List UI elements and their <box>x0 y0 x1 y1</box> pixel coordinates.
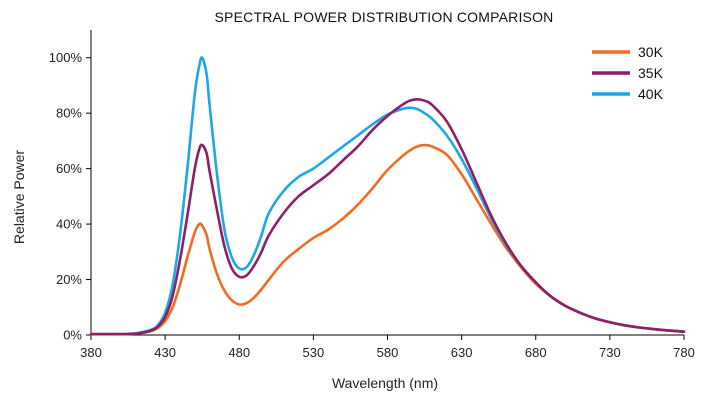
y-tick-label: 60% <box>56 161 82 176</box>
y-tick-label: 0% <box>63 328 82 343</box>
y-axis-title: Relative Power <box>11 150 27 244</box>
legend-label-35K: 35K <box>638 65 664 81</box>
x-tick-label: 430 <box>154 345 176 360</box>
chart-title: SPECTRAL POWER DISTRIBUTION COMPARISON <box>215 9 554 25</box>
x-tick-label: 630 <box>451 345 473 360</box>
x-tick-label: 730 <box>599 345 621 360</box>
x-tick-label: 580 <box>377 345 399 360</box>
series-line-35K <box>89 98 686 336</box>
x-tick-label: 530 <box>303 345 325 360</box>
x-tick-label: 380 <box>80 345 102 360</box>
y-tick-label: 40% <box>56 217 82 232</box>
legend-label-30K: 30K <box>638 44 664 60</box>
x-axis-title: Wavelength (nm) <box>332 375 438 391</box>
legend-label-40K: 40K <box>638 86 664 102</box>
plot-area: 0% 20% 40% 60% 80% 100% 380 430 480 530 580 630 680 7… <box>49 30 695 360</box>
legend: 30K 35K 40K <box>592 44 664 102</box>
y-tick-label: 80% <box>56 106 82 121</box>
x-tick-label: 480 <box>228 345 250 360</box>
y-tick-label: 20% <box>56 272 82 287</box>
x-tick-label: 780 <box>673 345 695 360</box>
x-tick-label: 680 <box>525 345 547 360</box>
series-line-40K <box>89 56 686 336</box>
y-tick-label: 100% <box>49 50 83 65</box>
